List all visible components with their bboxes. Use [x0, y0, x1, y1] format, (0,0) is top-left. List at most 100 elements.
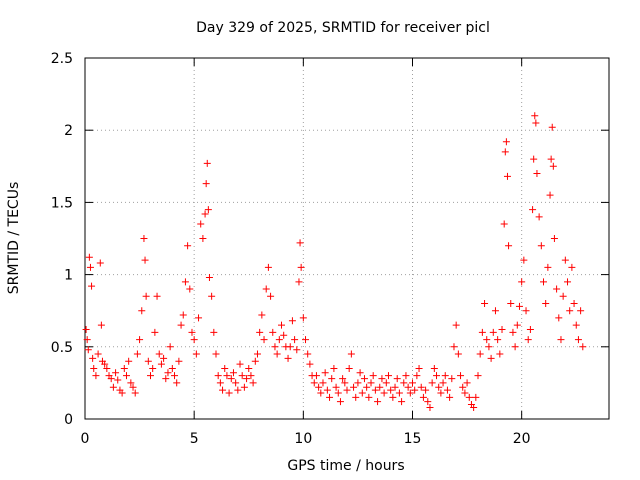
data-point [197, 220, 205, 228]
data-point [448, 375, 456, 383]
data-point [175, 357, 183, 365]
data-point [549, 162, 557, 170]
data-point [526, 325, 534, 333]
y-tick-label: 1.5 [51, 195, 73, 211]
data-point [555, 314, 563, 322]
x-tick-label: 0 [81, 431, 90, 447]
data-point [550, 235, 558, 242]
data-point [553, 285, 561, 293]
data-point [419, 393, 427, 401]
data-point [358, 389, 366, 397]
grid [85, 58, 609, 419]
data-point [162, 375, 170, 383]
data-point [391, 383, 399, 391]
data-point [118, 389, 126, 397]
data-point [171, 372, 179, 380]
data-point [476, 350, 484, 358]
data-point [376, 383, 384, 391]
data-point [483, 336, 491, 344]
data-point [452, 321, 460, 329]
data-point [179, 311, 187, 319]
data-point [374, 398, 382, 406]
data-point [561, 256, 569, 264]
data-point [204, 206, 212, 214]
data-point [127, 379, 135, 387]
data-point [84, 346, 92, 354]
data-point [256, 328, 264, 336]
y-tick-label: 2.5 [51, 51, 73, 67]
data-point [570, 299, 578, 307]
data-point [262, 285, 270, 293]
data-point [332, 383, 340, 391]
data-point [498, 325, 506, 333]
data-point [208, 292, 216, 300]
data-point [505, 242, 513, 250]
data-point [411, 386, 419, 394]
data-point [299, 314, 307, 322]
data-point [253, 350, 261, 358]
data-point [323, 386, 331, 394]
data-point [537, 242, 545, 250]
data-point [151, 328, 159, 336]
data-point [122, 372, 130, 380]
data-point [428, 379, 436, 387]
data-point [356, 369, 364, 377]
data-point [153, 292, 161, 300]
data-point [347, 350, 355, 358]
data-point [339, 375, 347, 383]
data-point [439, 379, 447, 387]
data-point [131, 389, 139, 397]
data-point [138, 307, 146, 315]
data-point [378, 375, 386, 383]
data-point [223, 372, 231, 380]
chart-title: Day 329 of 2025, SRMTID for receiver pic… [196, 20, 490, 36]
data-point [341, 379, 349, 387]
data-point [544, 263, 552, 271]
data-point [147, 372, 154, 380]
data-point [426, 403, 434, 411]
data-point [443, 386, 451, 394]
data-point [225, 389, 233, 397]
data-point [184, 242, 192, 250]
data-point [422, 386, 430, 394]
data-point [326, 393, 334, 401]
axis-ticks: 0 5 10 15 20 0 0.5 1 1.5 2 2.5 [51, 51, 609, 447]
data-point [398, 398, 406, 406]
data-point [240, 383, 248, 391]
data-point [234, 386, 242, 394]
data-point [109, 383, 117, 391]
data-point [251, 357, 259, 365]
data-point [535, 213, 543, 221]
data-point [195, 314, 203, 322]
data-point [363, 383, 371, 391]
data-point [417, 383, 425, 391]
data-point [566, 307, 574, 315]
y-tick-label: 0.5 [51, 340, 73, 356]
data-point [501, 148, 509, 156]
data-point [435, 383, 443, 391]
data-point [457, 372, 465, 380]
data-point [529, 206, 537, 214]
x-tick-label: 10 [294, 431, 312, 447]
data-point [267, 292, 275, 300]
data-point [446, 393, 454, 401]
data-point [503, 172, 511, 180]
data-point [579, 343, 587, 351]
data-point [336, 398, 344, 406]
data-point [247, 372, 255, 380]
data-point [360, 375, 368, 383]
data-point [166, 343, 174, 351]
data-point [129, 383, 137, 391]
data-point [559, 292, 567, 300]
data-point [192, 350, 200, 358]
data-point [142, 292, 150, 300]
data-point [547, 155, 555, 163]
data-point [485, 343, 493, 351]
data-point [205, 273, 213, 281]
data-point [264, 263, 272, 271]
data-point [454, 350, 462, 358]
data-point [310, 379, 318, 387]
data-point [284, 354, 292, 362]
data-point [494, 336, 502, 344]
